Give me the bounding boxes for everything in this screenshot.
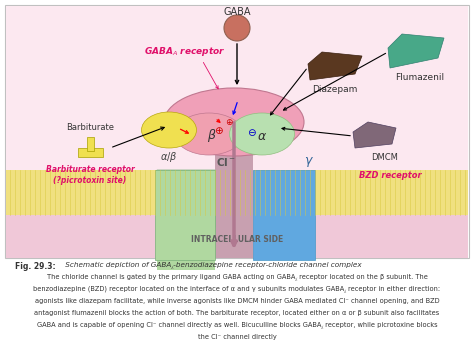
Ellipse shape (229, 113, 294, 155)
Bar (155, 170, 215, 260)
Text: Schematic depiction of GABA⁁-benzodiazepine receptor-chloride channel complex: Schematic depiction of GABA⁁-benzodiazep… (63, 262, 362, 269)
Bar (78, 148, 103, 157)
Text: Barbiturate: Barbiturate (66, 124, 114, 133)
Ellipse shape (142, 112, 197, 148)
Ellipse shape (164, 88, 304, 156)
Bar (87, 137, 94, 151)
Text: GABA$_A$ receptor: GABA$_A$ receptor (144, 45, 226, 59)
Bar (157, 170, 215, 265)
Polygon shape (157, 170, 215, 233)
Polygon shape (353, 122, 396, 148)
Text: Diazepam: Diazepam (312, 86, 358, 95)
Text: antagonist flumazenil blocks the action of both. The barbiturate receptor, locat: antagonist flumazenil blocks the action … (35, 310, 439, 316)
Text: $\oplus$: $\oplus$ (225, 117, 233, 127)
Text: Fig. 29.3:: Fig. 29.3: (15, 262, 55, 271)
Text: the Cl⁻ channel directly: the Cl⁻ channel directly (198, 334, 276, 340)
Polygon shape (388, 34, 444, 68)
Text: $\ominus$: $\ominus$ (247, 126, 257, 138)
Text: benzodiazepine (BZD) receptor located on the interface of α and γ subunits modul: benzodiazepine (BZD) receptor located on… (34, 286, 440, 293)
Bar (5, 5, 469, 258)
Bar (6, 6, 468, 257)
Text: $\gamma$: $\gamma$ (304, 155, 314, 169)
Text: GABA and is capable of opening Cl⁻ channel directly as well. Bicuculline blocks : GABA and is capable of opening Cl⁻ chann… (36, 322, 438, 329)
Text: $\beta$: $\beta$ (207, 127, 217, 144)
Text: $\alpha$: $\alpha$ (257, 129, 267, 142)
Text: $\alpha/\beta$: $\alpha/\beta$ (160, 150, 178, 164)
Text: Barbiturate receptor
(?picrotoxin site): Barbiturate receptor (?picrotoxin site) (46, 165, 134, 185)
Text: GABA: GABA (223, 7, 251, 17)
Bar (6, 170, 468, 215)
Circle shape (224, 15, 250, 41)
Text: agonists like diazepam facilitate, while inverse agonists like DMCM hinder GABA : agonists like diazepam facilitate, while… (35, 298, 439, 304)
Text: $\oplus$: $\oplus$ (214, 125, 224, 135)
Bar (157, 170, 215, 270)
Text: BZD receptor: BZD receptor (359, 171, 421, 179)
Text: Flumazenil: Flumazenil (395, 74, 445, 82)
Ellipse shape (175, 113, 243, 155)
Text: Cl$^-$: Cl$^-$ (216, 156, 236, 168)
Text: The chloride channel is gated by the primary ligand GABA acting on GABA⁁ recepto: The chloride channel is gated by the pri… (46, 274, 428, 281)
Text: DMCM: DMCM (372, 154, 399, 163)
Bar (6, 215, 468, 258)
Text: INTRACELLULAR SIDE: INTRACELLULAR SIDE (191, 236, 283, 245)
Polygon shape (308, 52, 362, 80)
Bar (253, 170, 315, 260)
Bar (215, 108, 253, 258)
